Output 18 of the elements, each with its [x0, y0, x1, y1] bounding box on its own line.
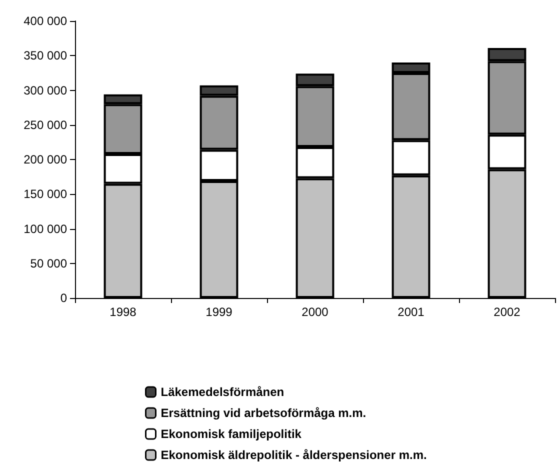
y-tick-label: 50 000	[30, 256, 68, 270]
x-tick-label: 2001	[398, 305, 425, 319]
legend-label: Ekonomisk äldrepolitik - ålderspensioner m.m.	[160, 448, 427, 462]
legend-label: Ersättning vid arbetsoförmåga m.m.	[160, 406, 366, 420]
y-tick-label: 400 000	[24, 14, 68, 28]
legend-label: Ekonomisk familjepolitik	[160, 427, 302, 441]
x-tick-label: 2000	[302, 305, 329, 319]
x-tick-label: 2002	[494, 305, 521, 319]
y-tick-label: 100 000	[24, 222, 68, 236]
x-tick-label: 1999	[206, 305, 233, 319]
y-tick-label: 200 000	[24, 152, 68, 166]
y-tick-label: 250 000	[24, 118, 68, 132]
legend-label: Läkemedelsförmånen	[160, 385, 284, 399]
x-tick-label: 1998	[110, 305, 137, 319]
y-tick-label: 350 000	[24, 48, 68, 63]
y-tick-label: 150 000	[24, 187, 68, 202]
y-tick-label: 300 000	[24, 83, 68, 98]
y-tick-label: 0	[60, 291, 68, 305]
